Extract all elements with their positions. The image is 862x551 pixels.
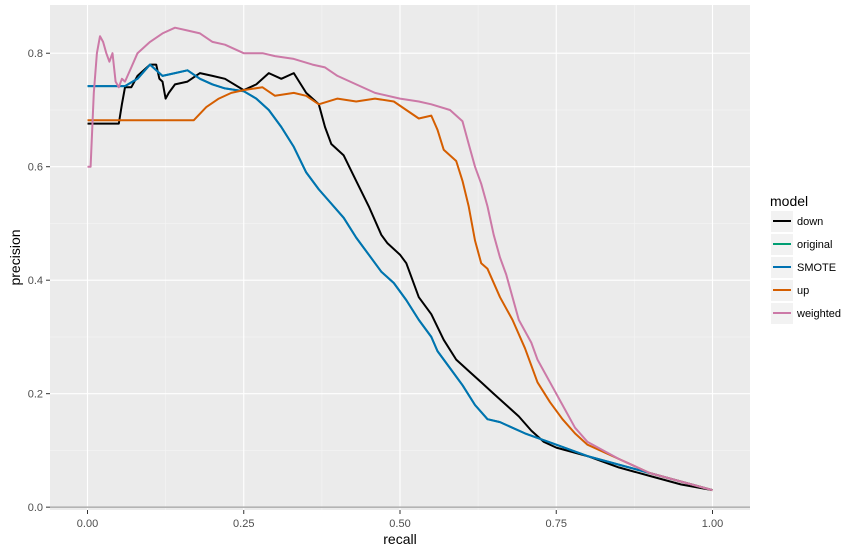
legend-label-smote: SMOTE xyxy=(797,262,836,274)
x-tick-label: 0.25 xyxy=(233,518,254,530)
legend-items: down original SMOTE up weighted xyxy=(771,211,841,324)
series-line-smote xyxy=(87,63,713,492)
series-line-up xyxy=(87,86,713,492)
x-tick-label: 0.00 xyxy=(77,518,98,530)
legend-label-weighted: weighted xyxy=(796,308,841,320)
legend-label-down: down xyxy=(797,216,823,228)
y-axis-title: precision xyxy=(7,229,23,285)
y-tick-label: 0.0 xyxy=(28,502,43,514)
y-tick-label: 0.6 xyxy=(28,162,43,174)
legend-label-up: up xyxy=(797,285,809,297)
x-tick-label: 0.75 xyxy=(546,518,567,530)
legend-title: model xyxy=(770,193,808,209)
y-tick-label: 0.2 xyxy=(28,389,43,401)
x-axis-title: recall xyxy=(383,531,416,547)
legend: model down original SMOTE up weighted xyxy=(770,193,841,324)
series-line-weighted xyxy=(87,26,713,492)
series-line-down xyxy=(87,63,713,492)
x-axis-ticks: 0.00 0.25 0.50 0.75 1.00 xyxy=(77,510,723,530)
legend-label-original: original xyxy=(797,239,832,251)
y-axis-ticks: 0.0 0.2 0.4 0.6 0.8 xyxy=(28,48,50,514)
x-tick-label: 0.50 xyxy=(389,518,410,530)
y-tick-label: 0.4 xyxy=(28,275,43,287)
y-tick-label: 0.8 xyxy=(28,48,43,60)
x-tick-label: 1.00 xyxy=(702,518,723,530)
series-lines xyxy=(87,26,713,492)
